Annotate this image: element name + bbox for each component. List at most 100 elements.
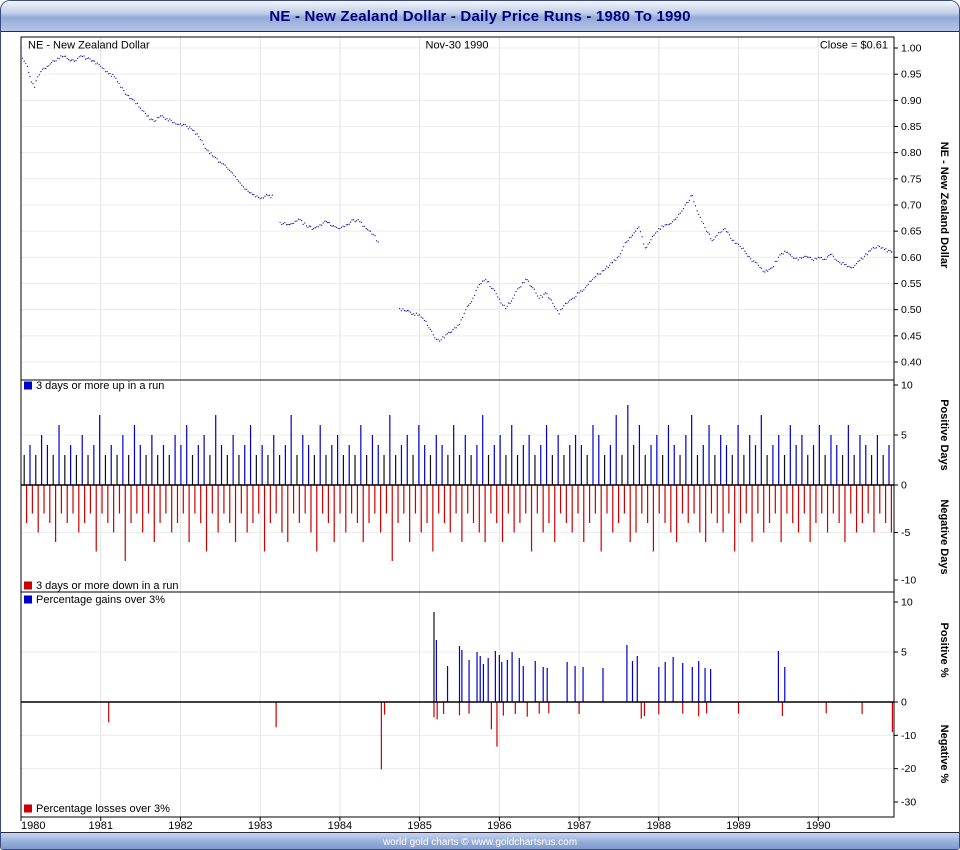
gain-bar [710, 669, 712, 702]
down-run-bar [472, 485, 475, 523]
gain-bar [433, 612, 435, 702]
up-run-bar [574, 435, 577, 485]
up-run-bar [453, 425, 455, 485]
price-series [20, 55, 893, 342]
up-run-bar [128, 455, 130, 485]
down-run-bar [513, 485, 515, 533]
price-header-date: Nov-30 1990 [426, 40, 489, 52]
axis-tick-label: 10 [901, 380, 913, 392]
right-axis: 1.00 0.95 0.90 0.85 0.80 0.75 0.70 0.65 0.60 0.55… [894, 43, 922, 809]
axis-tick-label: 0.90 [901, 95, 922, 107]
price-header-left: NE - New Zealand Dollar [28, 40, 150, 52]
down-run-bar [217, 485, 219, 533]
down-run-bar [66, 485, 68, 523]
up-run-bar [180, 445, 182, 485]
down-run-bar [409, 485, 411, 542]
down-run-bar [739, 485, 742, 523]
axis-tick-label: 5 [901, 647, 907, 659]
loss-bar [643, 702, 646, 716]
gain-bar [626, 645, 628, 702]
up-run-bar [331, 445, 333, 485]
legend-down-runs-swatch [24, 581, 32, 590]
x-year-label: 1986 [487, 820, 511, 832]
down-run-bar [356, 485, 359, 523]
x-year-label: 1980 [21, 820, 45, 832]
down-run-bar [647, 485, 649, 523]
up-run-bar [400, 445, 403, 485]
down-run-bar [612, 485, 614, 533]
gain-bar [458, 646, 461, 702]
up-run-bar [145, 455, 147, 485]
down-run-bar [722, 485, 724, 533]
x-year-label: 1989 [726, 820, 750, 832]
up-run-bar [307, 445, 310, 485]
up-run-bar [511, 425, 513, 485]
up-run-bar [638, 425, 641, 485]
axis-tick-label: 0.45 [901, 330, 922, 342]
positive-days-label: Positive Days [938, 399, 950, 471]
down-run-bar [49, 485, 51, 523]
down-run-bar [281, 485, 283, 533]
down-run-bar [867, 485, 869, 514]
down-run-bar [60, 485, 63, 514]
up-run-bar [592, 425, 594, 485]
legend-up-runs-label: 3 days or more up in a run [36, 380, 164, 392]
up-run-bar [371, 435, 374, 485]
gridlines [20, 37, 894, 817]
loss-bar [490, 702, 492, 730]
gain-bar [446, 666, 449, 702]
down-run-bar [200, 485, 202, 523]
loss-bar [496, 702, 498, 747]
up-run-bar [418, 425, 420, 485]
up-run-bar [197, 445, 199, 485]
down-run-bar [339, 485, 341, 514]
up-run-bar [708, 425, 710, 485]
gain-bar [691, 667, 693, 702]
up-run-bar [696, 455, 699, 485]
down-run-bar [234, 485, 237, 542]
up-run-bar [232, 435, 234, 485]
gain-bar [602, 668, 604, 702]
up-run-bar [476, 445, 478, 485]
down-run-bar [188, 485, 190, 542]
gain-bar [487, 658, 489, 702]
up-run-bar [412, 455, 414, 485]
x-year-label: 1988 [647, 820, 671, 832]
down-run-bar [147, 485, 150, 514]
up-run-bar [406, 435, 408, 485]
down-run-bar [501, 485, 504, 542]
down-run-bar [327, 485, 329, 523]
axis-tick-label: 0.95 [901, 69, 922, 81]
loss-bar [781, 702, 783, 716]
down-run-bar [385, 485, 388, 514]
up-run-bar [516, 455, 519, 485]
axis-tick-label: 0.60 [901, 252, 922, 264]
gain-bar [534, 661, 536, 702]
up-run-bar [348, 445, 350, 485]
negative-days-label: Negative Days [938, 499, 950, 574]
down-run-bar [658, 485, 660, 514]
up-run-bar [389, 415, 391, 485]
axis-tick-label: 0.80 [901, 147, 922, 159]
down-run-bar [124, 485, 126, 561]
up-run-bar [499, 435, 501, 485]
loss-bar [538, 702, 540, 714]
gain-bar [658, 667, 660, 702]
down-run-bar [368, 485, 370, 523]
up-run-bar [470, 455, 472, 485]
up-run-bar [859, 435, 861, 485]
gain-bar [522, 666, 524, 702]
up-run-bar [627, 405, 629, 485]
down-run-bar [606, 485, 608, 514]
up-run-bar [133, 425, 136, 485]
up-run-bar [545, 425, 548, 485]
up-run-bar [203, 435, 205, 485]
loss-bar [640, 702, 642, 719]
up-run-bar [244, 445, 246, 485]
down-run-bar [768, 485, 771, 523]
down-run-bar [617, 485, 620, 523]
up-run-bar [261, 445, 263, 485]
down-run-bar [101, 485, 103, 514]
up-run-bar [778, 435, 780, 485]
gain-bar [501, 662, 503, 702]
